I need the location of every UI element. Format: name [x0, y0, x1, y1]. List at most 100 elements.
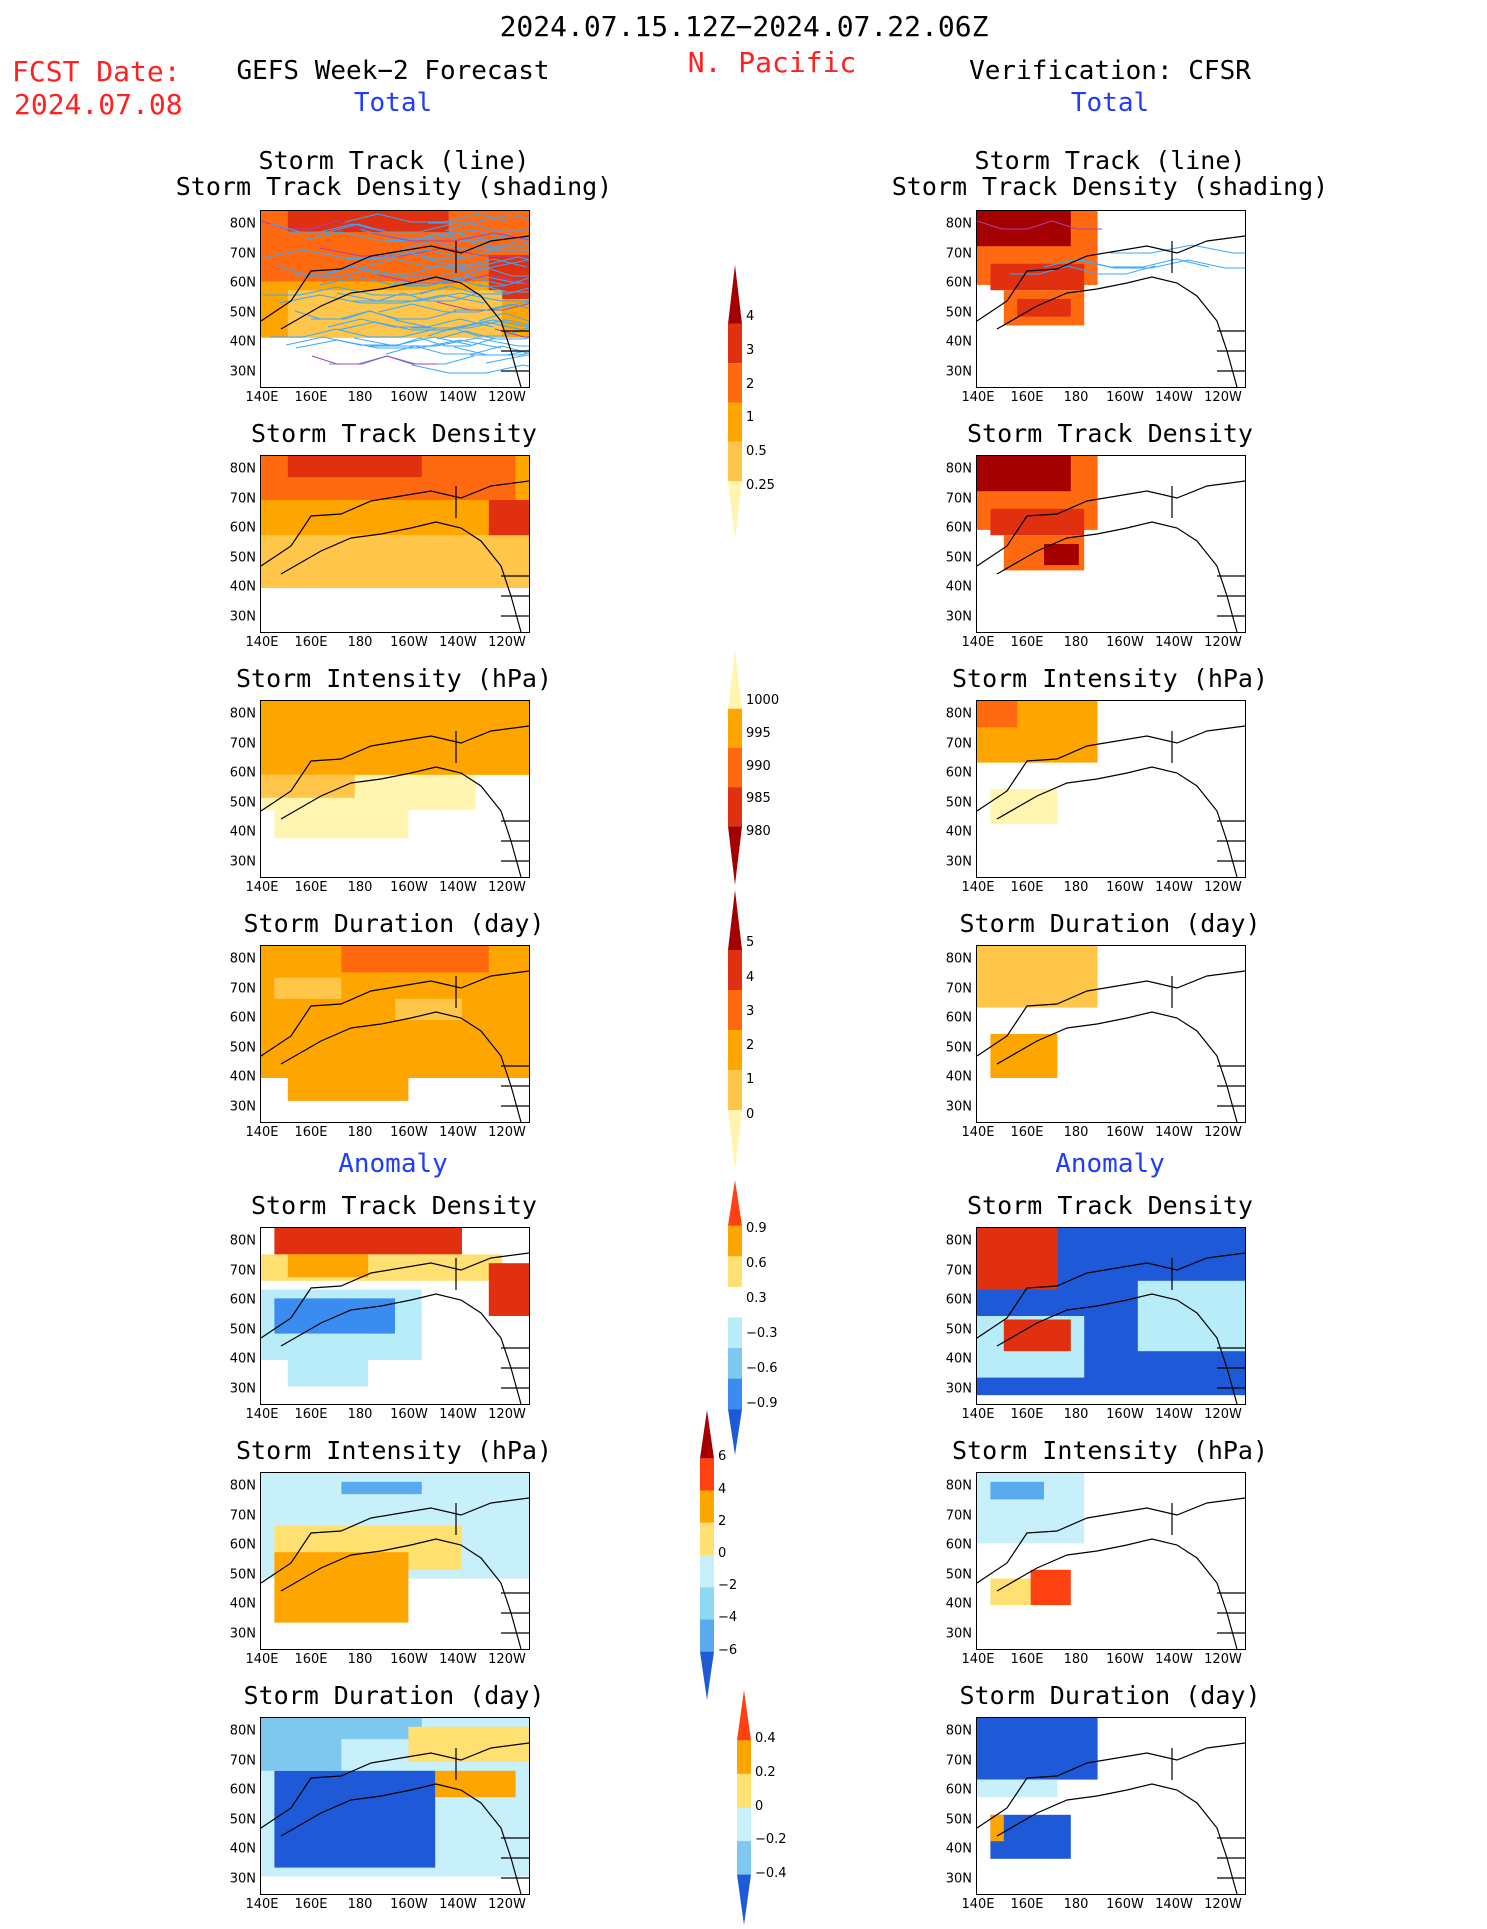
- colorbar-segment: [728, 1030, 742, 1070]
- colorbar-segment: [700, 1410, 714, 1459]
- storm-track-line: [278, 294, 485, 304]
- storm-track-lines: [261, 213, 529, 374]
- map-panel-vf-anom-duration: [976, 1717, 1246, 1895]
- lon-tick-label: 160E: [1010, 1652, 1044, 1667]
- shading-cell: [488, 500, 529, 536]
- lon-tick-label: 140W: [1155, 635, 1193, 650]
- shading-cell: [977, 946, 1098, 1008]
- lon-tick-label: 160W: [390, 390, 428, 405]
- lat-tick-label: 70N: [229, 736, 256, 751]
- colorbar-tick-label: 2: [718, 1513, 727, 1529]
- colorbar-tick-label: 0.4: [755, 1731, 776, 1747]
- lat-tick-label: 50N: [229, 305, 256, 320]
- storm-track-line: [446, 259, 529, 269]
- panel-title: Storm Duration (day): [959, 1681, 1261, 1710]
- lat-tick-label: 80N: [229, 216, 256, 232]
- colorbar-tick-label: −0.4: [755, 1865, 787, 1881]
- storm-track-line: [402, 240, 529, 250]
- colorbar-segment: [728, 1256, 742, 1287]
- lon-tick-label: 160E: [294, 390, 328, 405]
- lat-tick-label: 50N: [945, 795, 972, 810]
- lon-tick-label: 180: [347, 1897, 373, 1912]
- storm-track-line: [1043, 258, 1210, 268]
- lat-tick-label: 30N: [229, 609, 256, 624]
- lon-tick-label: 140E: [961, 635, 995, 650]
- storm-track-line: [477, 283, 529, 293]
- forecast-anomaly-label: Anomaly: [338, 1149, 448, 1179]
- lon-tick-label: 140E: [961, 390, 995, 405]
- shading-cell: [488, 1263, 529, 1316]
- map-panel-vf-duration: [976, 945, 1246, 1123]
- verification-total-label: Total: [1070, 88, 1150, 118]
- shading-cell: [435, 1770, 516, 1798]
- lon-tick-label: 160E: [1010, 1407, 1044, 1422]
- lon-tick-label: 120W: [488, 880, 526, 895]
- lat-tick-label: 50N: [229, 795, 256, 810]
- map-vf-density: [977, 456, 1245, 632]
- lon-tick-label: 140E: [961, 1125, 995, 1140]
- storm-track-line: [344, 213, 511, 223]
- lat-tick-label: 30N: [945, 1871, 972, 1886]
- map-panel-fc-duration: [260, 945, 530, 1123]
- lat-tick-label: 60N: [229, 1782, 256, 1798]
- colorbar-tick-label: 2: [746, 376, 755, 392]
- lat-tick-label: 60N: [945, 520, 972, 536]
- storm-track-line: [1110, 244, 1245, 254]
- period-title: 2024.07.15.12Z−2024.07.22.06Z: [499, 10, 989, 43]
- shading-cell: [990, 1034, 1058, 1078]
- shading-cell: [977, 1779, 1058, 1798]
- colorbar-segment: [728, 363, 742, 403]
- shading-cell: [287, 1333, 369, 1387]
- shading-cell: [341, 946, 489, 973]
- lat-tick-label: 40N: [945, 1841, 972, 1857]
- lon-tick-label: 140E: [961, 880, 995, 895]
- colorbar-tick-label: −0.9: [746, 1395, 778, 1411]
- panel-title: Storm Track (line): [258, 146, 530, 175]
- colorbar-tick-label: 1: [746, 1072, 755, 1088]
- coastline: [261, 235, 529, 387]
- lat-tick-label: 40N: [945, 1596, 972, 1612]
- map-vf-track: [977, 211, 1245, 387]
- lon-tick-label: 160W: [1106, 1407, 1144, 1422]
- colorbar-anom_intensity: [700, 1410, 714, 1704]
- map-panel-fc-track: [260, 210, 530, 388]
- lat-tick-label: 40N: [945, 1069, 972, 1085]
- lon-tick-label: 140W: [439, 1407, 477, 1422]
- panel-title: Storm Intensity (hPa): [235, 1436, 553, 1465]
- lon-tick-label: 140W: [439, 390, 477, 405]
- shading-cell: [287, 1254, 369, 1278]
- lon-tick-label: 180: [347, 1125, 373, 1140]
- panel-title: Storm Duration (day): [243, 1681, 545, 1710]
- map-fc-duration: [261, 946, 529, 1122]
- colorbar-tick-label: 1: [746, 410, 755, 426]
- colorbar-segment: [737, 1841, 751, 1875]
- lat-tick-label: 50N: [229, 1322, 256, 1337]
- colorbar-tick-label: 0.9: [746, 1221, 767, 1237]
- colorbar-tick-label: 4: [746, 309, 755, 325]
- lon-tick-label: 160E: [294, 635, 328, 650]
- lat-tick-label: 70N: [229, 1753, 256, 1768]
- shading-cell: [274, 1298, 395, 1334]
- colorbar-duration: [728, 890, 742, 1174]
- shading-cell: [1044, 544, 1079, 566]
- colorbar-anom_density: [728, 1180, 742, 1459]
- colorbar-segment: [728, 1317, 742, 1349]
- lon-tick-label: 140E: [245, 1652, 279, 1667]
- lat-tick-label: 40N: [945, 1351, 972, 1367]
- storm-track-line: [277, 265, 403, 275]
- colorbar-segment: [728, 890, 742, 950]
- lat-tick-label: 50N: [945, 305, 972, 320]
- storm-track-line: [270, 223, 416, 233]
- shading-cell: [1003, 1319, 1071, 1352]
- lon-tick-label: 140W: [1155, 1652, 1193, 1667]
- storm-track-line: [1076, 259, 1245, 269]
- lon-tick-label: 140E: [245, 390, 279, 405]
- storm-track-line: [470, 241, 529, 251]
- lat-tick-label: 70N: [945, 1263, 972, 1278]
- lon-tick-label: 160E: [1010, 390, 1044, 405]
- lat-tick-label: 30N: [229, 364, 256, 379]
- lon-tick-label: 160W: [1106, 1652, 1144, 1667]
- lat-tick-label: 30N: [945, 1099, 972, 1114]
- coastline: [261, 725, 529, 877]
- lon-tick-label: 180: [1063, 880, 1089, 895]
